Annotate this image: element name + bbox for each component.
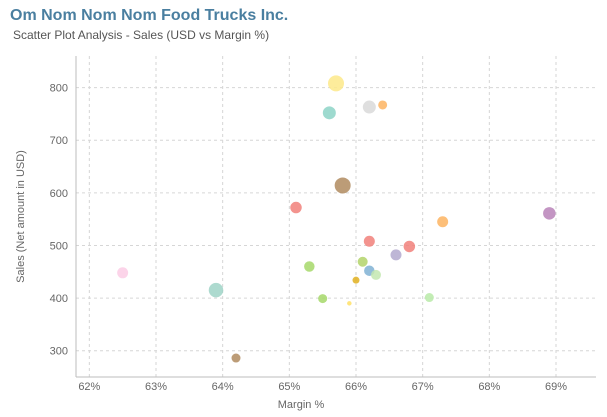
data-point[interactable] xyxy=(403,240,416,253)
x-tick-label: 65% xyxy=(278,381,300,393)
x-tick-label: 62% xyxy=(78,381,100,393)
y-tick-label: 300 xyxy=(50,346,68,358)
data-point[interactable] xyxy=(322,106,336,120)
data-point[interactable] xyxy=(334,177,351,194)
data-point[interactable] xyxy=(117,267,129,279)
x-axis-title: Margin % xyxy=(278,399,325,411)
y-tick-label: 500 xyxy=(50,240,68,252)
x-tick-label: 67% xyxy=(412,381,434,393)
data-point[interactable] xyxy=(363,235,375,247)
data-point[interactable] xyxy=(378,100,388,110)
x-tick-label: 68% xyxy=(478,381,500,393)
data-point[interactable] xyxy=(328,75,344,92)
points-layer xyxy=(117,75,556,363)
data-point[interactable] xyxy=(352,276,360,284)
data-point[interactable] xyxy=(208,282,224,298)
data-point[interactable] xyxy=(371,269,381,280)
x-tick-label: 69% xyxy=(545,381,567,393)
chart-title: Om Nom Nom Nom Food Trucks Inc. xyxy=(10,7,289,24)
y-tick-label: 800 xyxy=(50,83,68,95)
data-point[interactable] xyxy=(318,294,328,304)
y-tick-label: 400 xyxy=(50,293,68,305)
grid-layer xyxy=(76,56,596,377)
data-point[interactable] xyxy=(357,256,368,267)
y-tick-label: 700 xyxy=(50,135,68,147)
data-point[interactable] xyxy=(347,301,352,306)
data-point[interactable] xyxy=(362,100,376,114)
y-axis-title: Sales (Net amount in USD) xyxy=(15,150,27,283)
data-point[interactable] xyxy=(437,216,449,228)
data-point[interactable] xyxy=(231,353,241,363)
data-point[interactable] xyxy=(390,249,402,261)
data-point[interactable] xyxy=(290,201,302,214)
data-point[interactable] xyxy=(543,207,556,220)
x-tick-label: 63% xyxy=(145,381,167,393)
x-tick-label: 66% xyxy=(345,381,367,393)
data-point[interactable] xyxy=(424,293,434,303)
data-point[interactable] xyxy=(304,261,315,272)
y-tick-label: 600 xyxy=(50,188,68,200)
axis-layer: 62% 63% 64% 65% 66% 67% 68% 69% 300 400 500 600 700 8… xyxy=(50,56,596,393)
x-tick-label: 64% xyxy=(212,381,234,393)
chart-subtitle: Scatter Plot Analysis - Sales (USD vs Ma… xyxy=(13,28,270,42)
